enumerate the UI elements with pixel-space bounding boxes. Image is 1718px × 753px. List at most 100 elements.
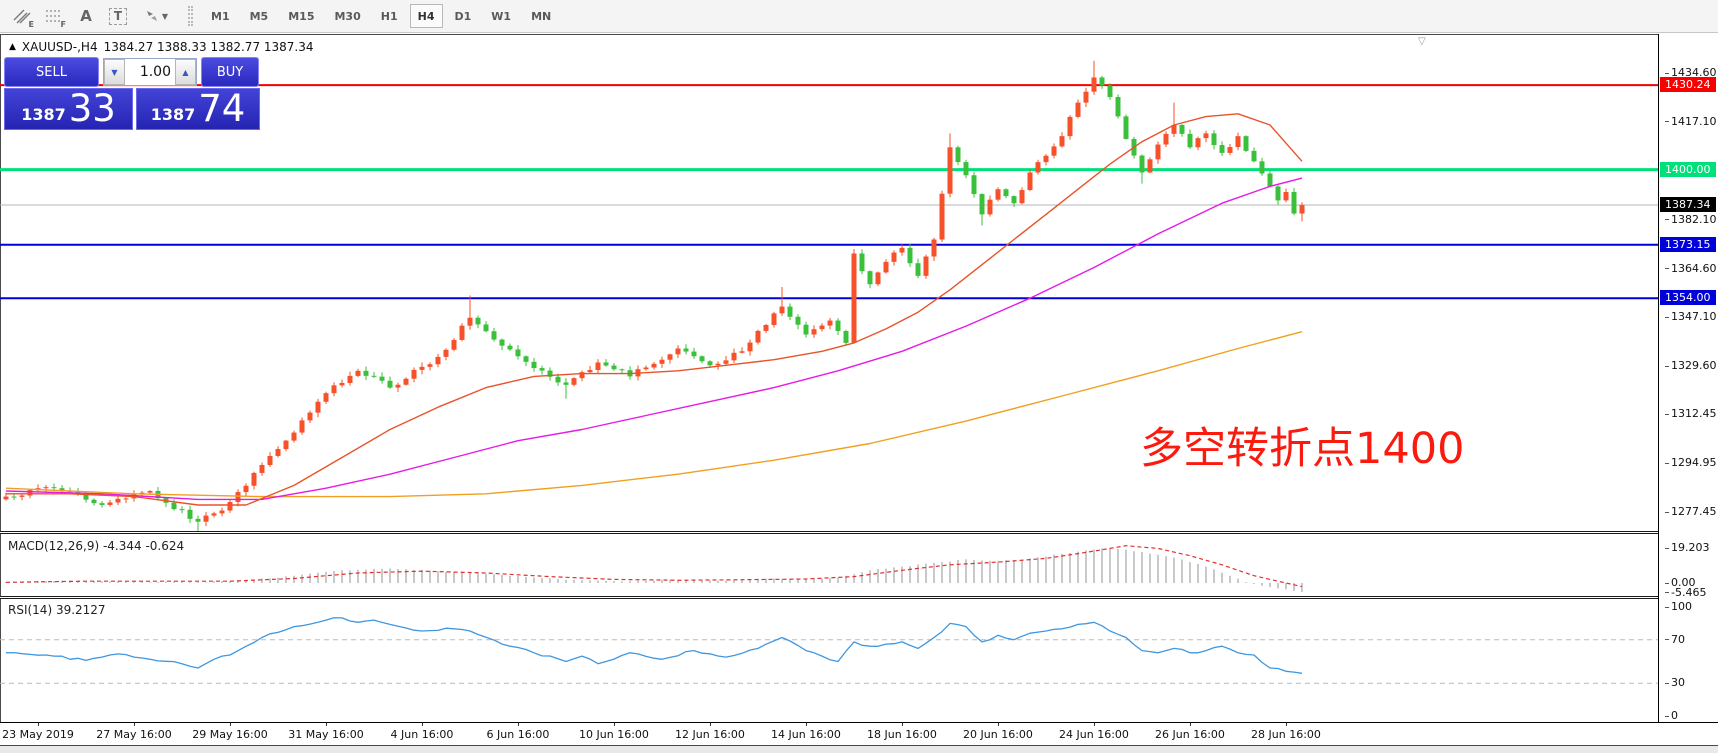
candle-body [411,369,417,379]
price-badge-1354.00: 1354.00 [1660,290,1716,306]
timeframe-group: M1 M5 M15 M30 H1 H4 D1 W1 MN [201,4,561,28]
symbol-period-label: XAUUSD-,H4 [21,40,98,54]
candle-body [51,487,57,489]
price-tick-1312.45: 1312.45 [1665,407,1717,420]
candle-body [811,329,817,335]
date-label: 20 Jun 16:00 [963,728,1033,741]
timeframe-button-m5[interactable]: M5 [249,9,269,23]
candle-body [259,465,265,473]
candle-body [267,455,273,466]
sell-price-tile[interactable]: 1387 33 [4,88,133,130]
date-label: 23 May 2019 [2,728,74,741]
candle-body [531,361,537,369]
rsi-scale-30: 30 [1665,676,1685,689]
macd-signal-line [5,545,1303,588]
macd-scale-19.203: 19.203 [1665,541,1710,554]
candle-body [451,339,457,350]
candle-body [539,368,545,371]
candle-body [1195,138,1201,148]
fibonacci-tool-icon[interactable]: F [43,5,66,29]
timeframe-button-d1[interactable]: D1 [454,9,472,23]
candle-body [947,147,953,194]
chevron-down-icon: ▼ [161,11,169,21]
candle-body [1123,116,1129,139]
candle-body [1011,196,1017,204]
collapse-triangle-icon[interactable]: ▲ [9,42,16,52]
ohlc-values: 1384.27 1388.33 1382.77 1387.34 [103,40,314,54]
timeframe-button-m15[interactable]: M15 [288,9,315,23]
equidistant-channel-tool-icon[interactable]: E [11,5,34,29]
candle-body [819,325,825,330]
candle-body [27,490,33,496]
buy-price-big: 74 [198,87,246,130]
price-tick-1364.60: 1364.60 [1665,262,1717,275]
candle-body [755,330,761,343]
date-label: 4 Jun 16:00 [390,728,454,741]
timeframe-button-h4[interactable]: H4 [409,4,443,28]
tool-sub-label: E [28,20,34,29]
candle-body [195,518,201,522]
candle-body [371,375,377,377]
volume-decrease-button[interactable]: ▼ [104,59,125,85]
candle-body [171,502,177,510]
sell-button[interactable]: SELL [4,57,99,87]
candle-body [835,320,841,331]
trade-panel-price-row: 1387 33 1387 74 [4,88,261,130]
tool-sub-label: F [60,20,66,29]
date-label: 12 Jun 16:00 [675,728,745,741]
candlestick-chart[interactable] [0,34,1658,532]
ma-fast-line [6,113,1303,506]
candle-body [1091,77,1097,92]
price-tick-1294.95: 1294.95 [1665,456,1717,469]
candle-body [427,364,433,367]
candle-body [483,324,489,332]
candle-body [323,393,329,402]
candle-body [995,189,1001,200]
candle-body [1235,136,1241,148]
date-axis[interactable]: 23 May 2019 27 May 16:00 29 May 16:00 31 Ma… [0,722,1718,745]
candle-body [1203,133,1209,139]
candle-body [891,252,897,262]
candle-body [547,370,553,377]
candle-body [1155,144,1161,160]
candle-body [467,317,473,326]
timeframe-button-mn[interactable]: MN [531,9,552,23]
axis-tick [1665,365,1669,367]
candle-body [211,513,217,516]
candle-body [315,401,321,413]
candle-body [299,420,305,433]
pane-separator[interactable] [0,596,1718,599]
arrows-tool-icon[interactable]: ▼ [139,5,173,27]
candle-body [643,367,649,370]
status-strip [0,746,1718,753]
candle-body [251,472,257,486]
candle-body [675,348,681,355]
timeframe-button-m30[interactable]: M30 [334,9,361,23]
candle-body [331,385,337,394]
price-badge-1373.15: 1373.15 [1660,236,1716,252]
price-axis[interactable]: 1434.60 1417.10 1382.10 1364.60 1347.10 1329.… [1658,34,1718,723]
candle-body [523,356,529,362]
candle-body [1259,161,1265,174]
text-label-tool-icon[interactable]: A [75,5,97,27]
date-label: 26 Jun 16:00 [1155,728,1225,741]
chart-shift-marker-icon[interactable]: ▽ [1418,36,1426,47]
candle-body [971,175,977,195]
timeframe-button-h1[interactable]: H1 [380,9,398,23]
candle-body [907,247,913,264]
toolbar-separator [188,6,193,26]
text-tool-icon[interactable]: T [107,5,129,27]
candle-body [723,360,729,364]
buy-button[interactable]: BUY [201,57,259,87]
timeframe-button-w1[interactable]: W1 [491,9,512,23]
candle-body [1003,189,1009,197]
axis-tick [1665,682,1669,684]
volume-increase-button[interactable]: ▲ [175,59,196,85]
timeframe-button-m1[interactable]: M1 [211,9,230,23]
axis-tick [1665,219,1669,221]
candle-body [1227,147,1233,153]
candle-body [979,194,985,215]
pane-separator[interactable] [0,531,1718,534]
volume-input[interactable]: 1.00 [139,64,171,80]
buy-price-tile[interactable]: 1387 74 [136,88,260,130]
